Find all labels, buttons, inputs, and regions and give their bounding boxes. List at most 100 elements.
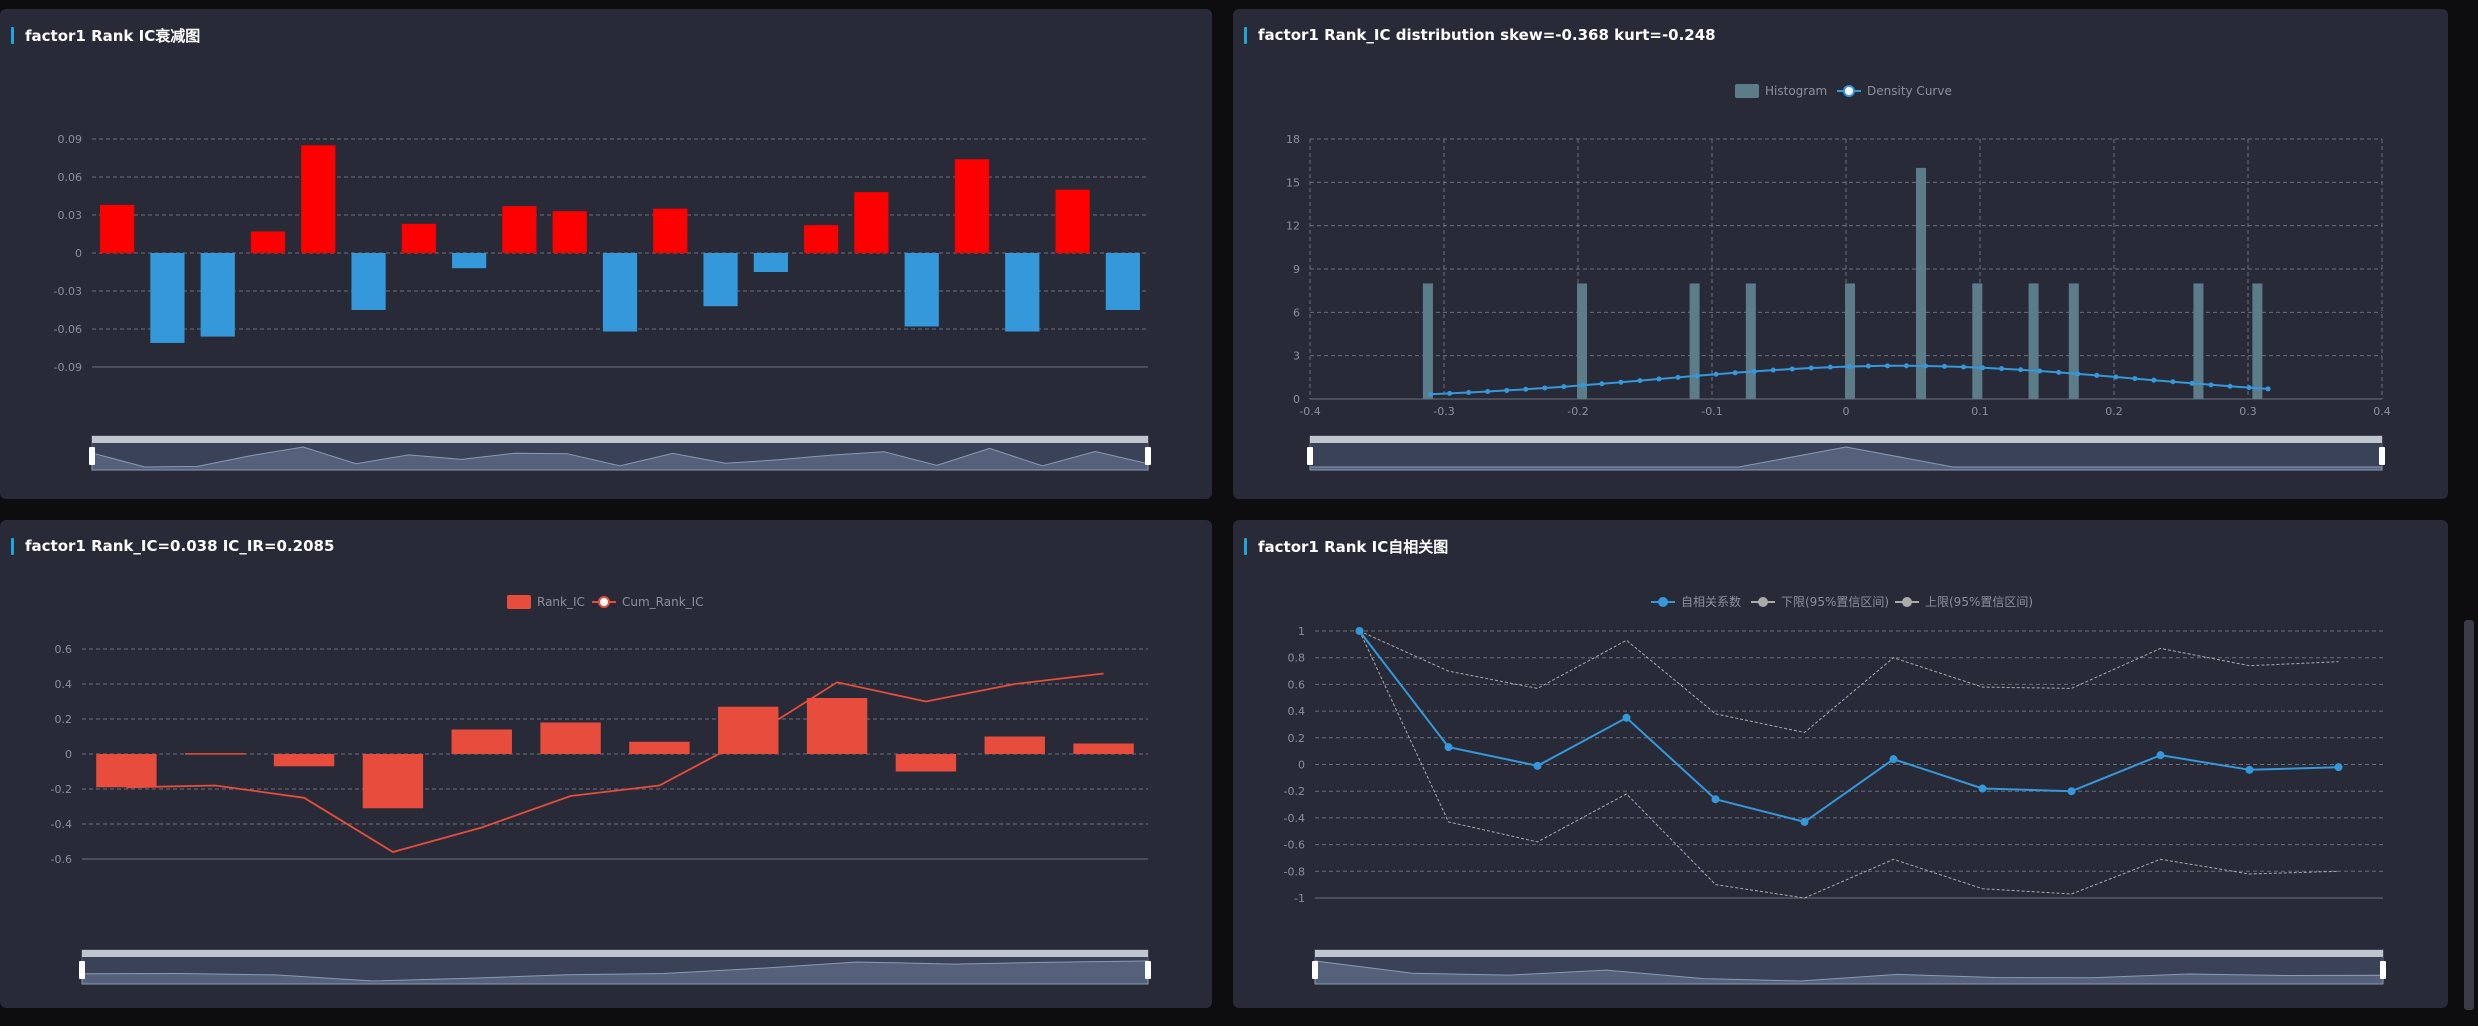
data-zoom-left-handle: [79, 961, 85, 979]
y-tick-label: 0.6: [55, 643, 73, 656]
y-tick-label: -0.2: [51, 783, 72, 796]
ic-decay-bar: [904, 253, 939, 327]
histogram-bar: [2193, 283, 2204, 399]
legend-histogram-swatch: [1735, 84, 1759, 98]
ic-decay-bar: [200, 253, 235, 337]
ic-decay-bar: [401, 223, 436, 253]
x-tick-label: 0.1: [1971, 405, 1989, 418]
upper-bound-line: [1359, 630, 2339, 734]
density-point: [1675, 374, 1681, 380]
x-tick-label: 0.4: [2373, 405, 2391, 418]
rank-ic-bar: [718, 706, 779, 754]
density-point: [1999, 366, 2005, 372]
autocorr-point: [1533, 761, 1542, 770]
density-point: [1637, 378, 1643, 384]
y-tick-label: 0.09: [58, 133, 83, 146]
rank-ic-bar: [362, 754, 424, 809]
panel-title: factor1 Rank IC衰减图: [11, 25, 200, 45]
rank-ic-bar: [984, 736, 1045, 754]
density-point: [1980, 365, 1986, 371]
y-tick-label: -0.03: [54, 285, 82, 298]
ic-decay-bar: [954, 159, 990, 253]
histogram-bar: [1577, 283, 1588, 399]
histogram-bar: [2252, 283, 2263, 399]
ic-decay-bar: [250, 231, 286, 253]
density-point: [2151, 377, 2157, 383]
x-tick-label: -0.2: [1567, 405, 1588, 418]
density-point: [2170, 379, 2176, 385]
legend-density-label: Density Curve: [1867, 84, 1952, 98]
y-tick-label: 0.6: [1288, 678, 1306, 691]
density-point: [1618, 379, 1624, 385]
density-point: [1542, 385, 1548, 391]
panel-title-text: factor1 Rank IC衰减图: [25, 26, 201, 45]
autocorr-point: [2156, 751, 2165, 760]
density-point: [1561, 384, 1567, 390]
density-point: [1599, 381, 1605, 387]
ic-decay-bar: [1105, 253, 1140, 310]
legend-cum-marker: [598, 596, 610, 608]
ic-decay-bar: [602, 253, 638, 332]
density-point: [1694, 373, 1700, 379]
ic-decay-bar: [452, 253, 487, 269]
rank-ic-bar: [1073, 743, 1134, 754]
density-point: [1961, 364, 1967, 370]
density-point: [2208, 382, 2214, 388]
data-zoom-preview: [1309, 446, 2383, 471]
data-zoom-right-handle: [1145, 961, 1151, 979]
data-zoom-handle-bar: [82, 950, 1148, 957]
autocorr-point: [1889, 755, 1898, 764]
density-point: [2094, 372, 2100, 378]
legend-upper-marker: [1902, 597, 1912, 607]
y-tick-label: -0.6: [1284, 839, 1305, 852]
histogram-bar: [1689, 283, 1700, 399]
data-zoom-handle-bar: [1315, 950, 2383, 957]
data-zoom-handle-bar: [92, 436, 1148, 443]
density-point: [1428, 391, 1434, 397]
lower-bound-line: [1359, 630, 2339, 899]
page-scrollbar[interactable]: [2464, 620, 2474, 1010]
legend-rank-ic-swatch: [507, 595, 531, 609]
ic-decay-bar: [653, 208, 688, 253]
autocorr-point: [1622, 713, 1631, 722]
density-point: [1827, 364, 1833, 370]
legend-lower-marker: [1758, 597, 1768, 607]
rank-ic-autocorrelation-chart: 1 0.8 0.6 0.4 0.2 0 -0.2 -0.4 -0.6 -0.8 -1 自相关系数 下限(…: [1284, 594, 2386, 985]
y-tick-label: -0.2: [1284, 785, 1305, 798]
rank-ic-bar: [185, 753, 246, 755]
histogram-bar: [1422, 283, 1433, 399]
ic-decay-bar: [552, 211, 587, 253]
autocorr-point: [1800, 817, 1809, 826]
y-tick-label: 0.4: [1288, 705, 1306, 718]
y-tick-label: -0.09: [54, 361, 82, 374]
density-point: [1942, 363, 1948, 369]
density-point: [1713, 371, 1719, 377]
autocorr-point: [2334, 763, 2343, 772]
y-tick-label: 0.03: [58, 209, 83, 222]
panel-rank-ic-cumulative: factor1 Rank_IC=0.038 IC_IR=0.2085 0.6 0.…: [0, 520, 1212, 1008]
density-point: [1656, 376, 1662, 382]
panel-title: factor1 Rank IC自相关图: [1244, 536, 1448, 556]
autocorr-point: [1444, 743, 1453, 752]
x-tick-label: -0.4: [1299, 405, 1320, 418]
ic-decay-bar: [301, 145, 336, 253]
density-point: [1447, 390, 1453, 396]
autocorr-point: [2245, 765, 2254, 774]
y-tick-label: 0: [65, 748, 72, 761]
panel-title: factor1 Rank_IC distribution skew=-0.368…: [1244, 25, 1716, 45]
rank-ic-bar: [629, 741, 690, 754]
legend-lower-label: 下限(95%置信区间): [1781, 595, 1889, 609]
ic-decay-bar: [1055, 189, 1090, 253]
rank-ic-decay-chart: 0.09 0.06 0.03 0 -0.03 -0.06 -0.09: [54, 133, 1151, 471]
density-point: [1751, 368, 1757, 374]
x-tick-label: 0.2: [2105, 405, 2123, 418]
histogram-bar: [2028, 283, 2039, 399]
panel-rank-ic-autocorrelation: factor1 Rank IC自相关图 1 0.8 0.6 0.4 0.2 0 -0.2 -0…: [1233, 520, 2448, 1008]
y-tick-label: 3: [1293, 350, 1300, 363]
y-tick-label: -0.4: [1284, 812, 1305, 825]
rank-ic-bar: [96, 754, 157, 788]
rank-ic-bar: [451, 729, 512, 754]
panel-title: factor1 Rank_IC=0.038 IC_IR=0.2085: [11, 536, 334, 556]
histogram-bar: [1916, 167, 1927, 399]
